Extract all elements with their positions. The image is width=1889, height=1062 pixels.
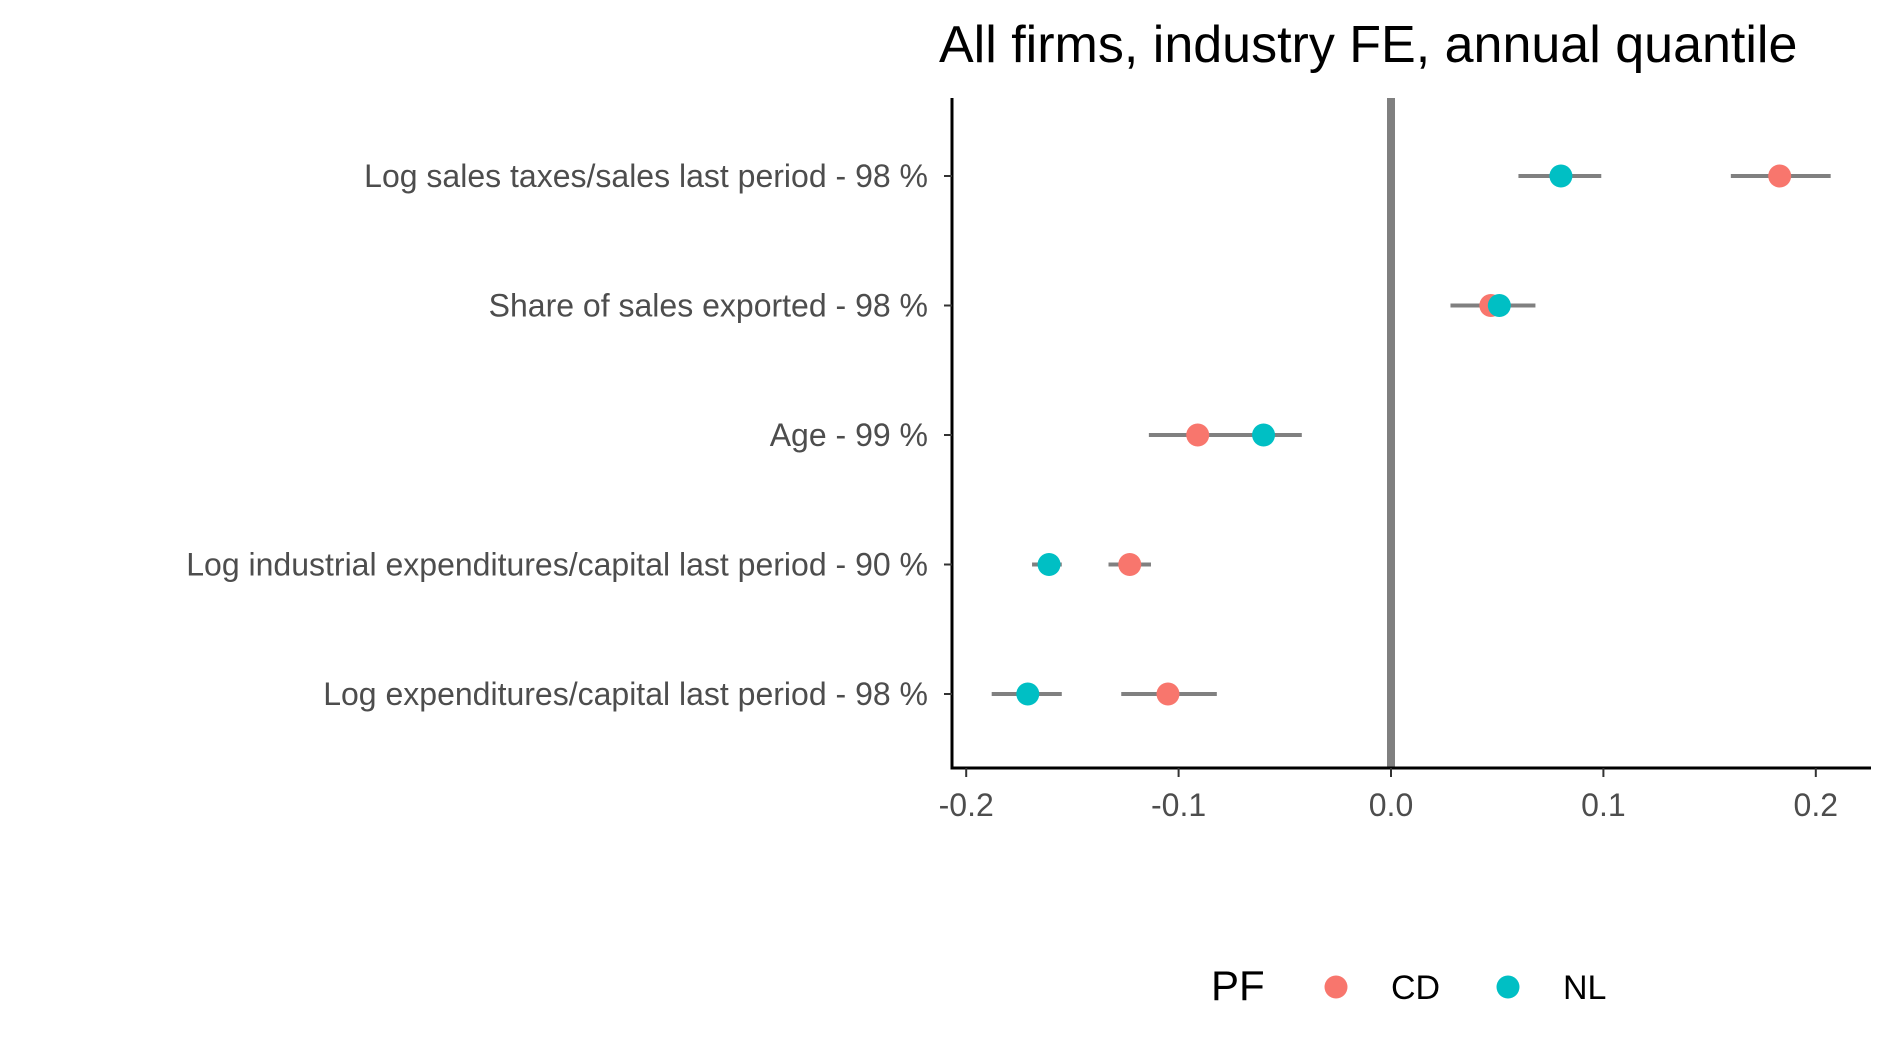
- y-tick-label: Age - 99 %: [770, 417, 928, 453]
- x-tick-label: 0.1: [1581, 787, 1625, 823]
- x-tick-label: -0.1: [1151, 787, 1206, 823]
- axes: [944, 98, 1871, 777]
- y-tick-label: Log industrial expenditures/capital last…: [186, 547, 928, 583]
- point-cd: [1186, 423, 1210, 447]
- point-cd: [1768, 164, 1792, 188]
- legend-title: PF: [1211, 962, 1265, 1009]
- x-tick-labels: -0.2 -0.1 0.0 0.1 0.2: [939, 787, 1838, 823]
- y-tick-label: Share of sales exported - 98 %: [489, 288, 928, 324]
- error-bars: [991, 174, 1831, 696]
- legend-key-nl: [1496, 975, 1520, 999]
- y-tick-labels: Log sales taxes/sales last period - 98 %…: [186, 158, 928, 712]
- point-nl: [1037, 553, 1061, 576]
- legend-label-nl: NL: [1563, 969, 1606, 1007]
- point-cd: [1156, 682, 1180, 706]
- points: [1016, 164, 1792, 706]
- x-tick-label: 0.0: [1369, 787, 1413, 823]
- x-tick-label: -0.2: [939, 787, 994, 823]
- x-tick-label: 0.2: [1794, 787, 1838, 823]
- y-tick-label: Log sales taxes/sales last period - 98 %: [364, 158, 928, 194]
- point-nl: [1252, 423, 1276, 447]
- point-nl: [1016, 682, 1040, 706]
- point-cd: [1118, 553, 1142, 576]
- legend-label-cd: CD: [1391, 969, 1440, 1007]
- y-tick-label: Log expenditures/capital last period - 9…: [323, 676, 928, 712]
- point-nl: [1549, 164, 1573, 188]
- point-nl: [1487, 294, 1511, 317]
- legend: PF CD NL: [1211, 962, 1606, 1009]
- chart-title: All firms, industry FE, annual quantile: [939, 16, 1797, 74]
- legend-key-cd: [1324, 975, 1348, 999]
